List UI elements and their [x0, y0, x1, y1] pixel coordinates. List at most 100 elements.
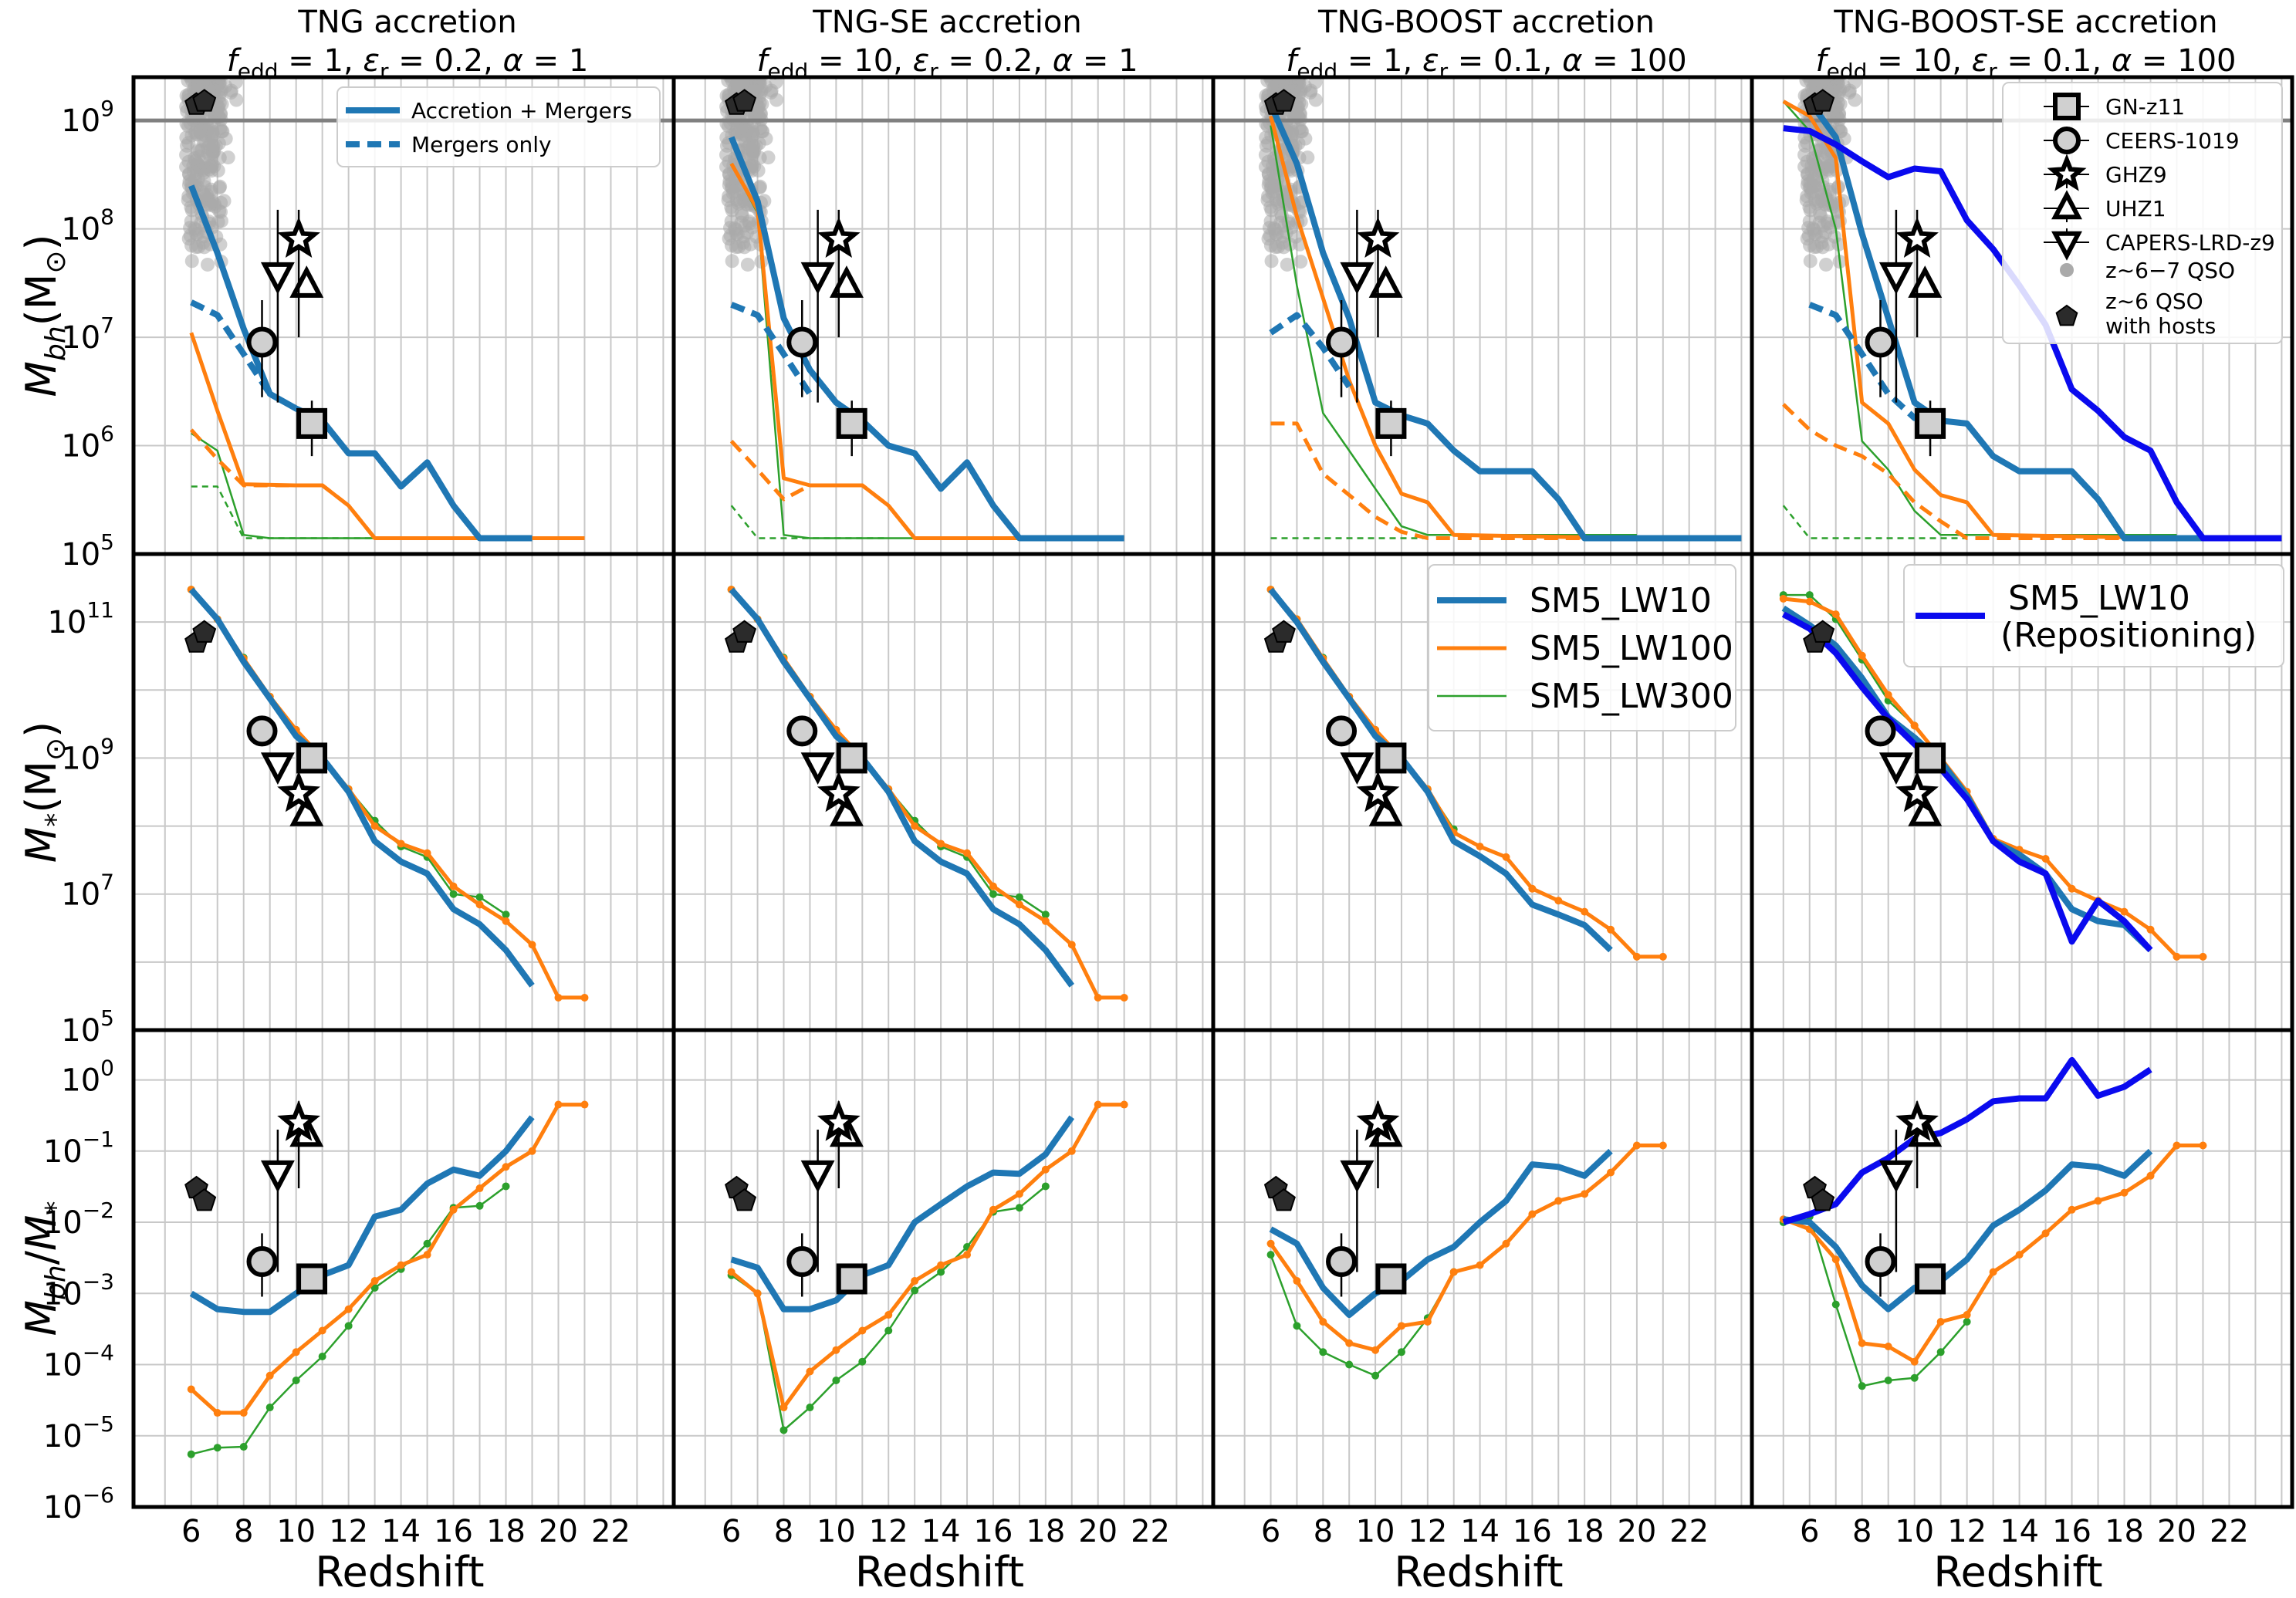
- ratio-sm5_lw100-point: [2094, 1197, 2102, 1205]
- ratio-sm5_lw100-group: [1779, 1141, 2207, 1366]
- qso-scatter: [1797, 77, 1862, 272]
- qso-point: [729, 60, 743, 74]
- mbh-total-sm5_lw100-group: [189, 332, 585, 540]
- grid: [134, 554, 674, 1030]
- mstar-sm5_lw100-point: [2199, 952, 2207, 961]
- observations: [184, 1100, 328, 1297]
- y-tick-label: 108: [61, 204, 114, 248]
- x-tick-label: 6: [722, 1514, 741, 1549]
- ratio-sm5_lw100-point: [397, 1261, 405, 1269]
- x-tick-label: 12: [869, 1514, 908, 1549]
- mstar-sm5_lw100-point: [911, 822, 919, 830]
- ratio-sm5_lw100-point: [1120, 1100, 1128, 1109]
- y-tick-label: 10−5: [43, 1411, 114, 1454]
- x-tick-label: 14: [2000, 1514, 2039, 1549]
- capers-lrd-z9-marker: [260, 1160, 295, 1193]
- capers-lrd-z9-marker: [1878, 262, 1913, 295]
- mstar-sm5_lw100-point: [580, 993, 589, 1002]
- ratio-sm5_lw100: [1269, 1144, 1663, 1353]
- x-tick-label: 20: [539, 1514, 578, 1549]
- observations: [724, 89, 867, 457]
- legend-label: z∼6−7 QSO: [2105, 258, 2235, 283]
- x-tick-label: 14: [381, 1514, 421, 1549]
- x-axis-label: Redshift: [1933, 1548, 2102, 1596]
- uhz1-marker: [1908, 265, 1943, 298]
- ratio-sm5_lw100-point: [475, 1184, 484, 1193]
- ratio-sm5_lw100-point: [1659, 1141, 1667, 1150]
- x-tick-label: 18: [486, 1514, 526, 1549]
- x-tick-label: 6: [1261, 1514, 1280, 1549]
- ratio-sm5_lw300-point: [911, 1286, 919, 1295]
- ceers-1019-marker: [1865, 326, 1896, 358]
- ratio-sm5_lw100-point: [265, 1371, 274, 1380]
- mbh-total-sm5_lw300-group: [1270, 125, 1637, 536]
- x-tick-label: 18: [1026, 1514, 1065, 1549]
- ratio-sm5_lw100-point: [239, 1409, 248, 1417]
- legend-marker: [2051, 190, 2082, 220]
- y-tick-label: 105: [61, 529, 114, 573]
- legend-marker: [2053, 93, 2081, 120]
- legend-line-styles: Accretion + Mergers Mergers only: [336, 86, 661, 167]
- mbh-total-sm5_lw100-group: [729, 162, 1124, 540]
- ratio-sm5_lw100-point: [1936, 1317, 1945, 1326]
- legend-label: SM5_LW100: [1530, 629, 1733, 668]
- mstar-sm5_lw100-point: [370, 822, 379, 830]
- ratio-sm5_lw300-point: [265, 1404, 274, 1412]
- qso-point: [188, 62, 201, 76]
- legend-label: with hosts: [2105, 313, 2216, 339]
- grid: [1752, 1030, 2292, 1507]
- ratio-sm5_lw100-point: [2068, 1205, 2076, 1214]
- ratio-sm5_lw100-point: [318, 1326, 326, 1335]
- ratio-sm5_lw100-point: [528, 1147, 536, 1155]
- y-axis-label: Mbh/M*: [17, 1201, 72, 1336]
- mstar-sm5_lw100-point: [1884, 691, 1892, 699]
- capers-lrd-z9-marker: [260, 752, 295, 785]
- y-axis-label: Mbh(M⊙): [17, 234, 72, 397]
- mbh-total-sm5_lw300-group: [1782, 100, 2177, 536]
- legend-label: Mergers only: [411, 132, 552, 157]
- mstar-sm5_lw100-point: [1779, 594, 1787, 603]
- legend-label: z∼6 QSO: [2105, 289, 2203, 314]
- ratio-sm5_lw300-point: [858, 1357, 867, 1366]
- mstar-sm5_lw100-group: [727, 586, 1128, 1002]
- mstar-sm5_lw100-point: [449, 882, 458, 890]
- qso-point: [208, 80, 222, 95]
- qso-point: [1263, 238, 1278, 253]
- mstar-sm5_lw100-point: [1607, 925, 1615, 934]
- qso-point: [740, 123, 755, 138]
- legend-frame: [336, 86, 661, 167]
- mstar-sm5_lw300-point: [1041, 910, 1050, 919]
- mstar-sm5_lw100-point: [1502, 853, 1510, 861]
- ratio-sm5_lw100-point: [2173, 1141, 2181, 1150]
- x-tick-label: 12: [329, 1514, 368, 1549]
- ratio-sm5_lw300-point: [1884, 1376, 1892, 1384]
- ratio-sm5_lw300-point: [806, 1404, 814, 1412]
- grid: [134, 1030, 674, 1507]
- qso-host-marker: [732, 1188, 757, 1211]
- ratio-sm5_lw10: [1269, 1148, 1613, 1319]
- legend-label: GN-z11: [2105, 94, 2185, 120]
- x-tick-label: 12: [1408, 1514, 1447, 1549]
- ratio-sm5_lw100-point: [2199, 1141, 2207, 1150]
- qso-point: [194, 143, 209, 157]
- ratio-sm5_lw100-point: [370, 1277, 379, 1285]
- mstar-sm5_lw100: [729, 588, 1124, 1000]
- x-tick-label: 22: [1669, 1514, 1709, 1549]
- x-tick-label: 12: [1947, 1514, 1987, 1549]
- mstar-sm5_lw100-group: [187, 586, 589, 1002]
- ratio-sm5_lw300-point: [318, 1353, 326, 1361]
- ratio-sm5_lw300-point: [1858, 1382, 1866, 1390]
- qso-host-marker: [192, 1188, 217, 1211]
- mstar-sm5_lw100-point: [1659, 952, 1667, 961]
- qso-point: [190, 63, 204, 77]
- column-title: TNG-BOOST-SE accretion: [1833, 5, 2217, 40]
- ratio-sm5_lw100-point: [1293, 1277, 1301, 1285]
- ghz9-marker: [277, 771, 320, 813]
- x-tick-label: 16: [974, 1514, 1013, 1549]
- mstar-sm5_lw100-point: [554, 993, 563, 1002]
- legend-label: GHZ9: [2105, 162, 2167, 188]
- qso-point: [1269, 60, 1283, 74]
- gn-z11-marker: [1375, 407, 1407, 439]
- mstar-sm5_lw100-point: [1858, 651, 1866, 660]
- capers-lrd-z9-marker: [1340, 1160, 1375, 1193]
